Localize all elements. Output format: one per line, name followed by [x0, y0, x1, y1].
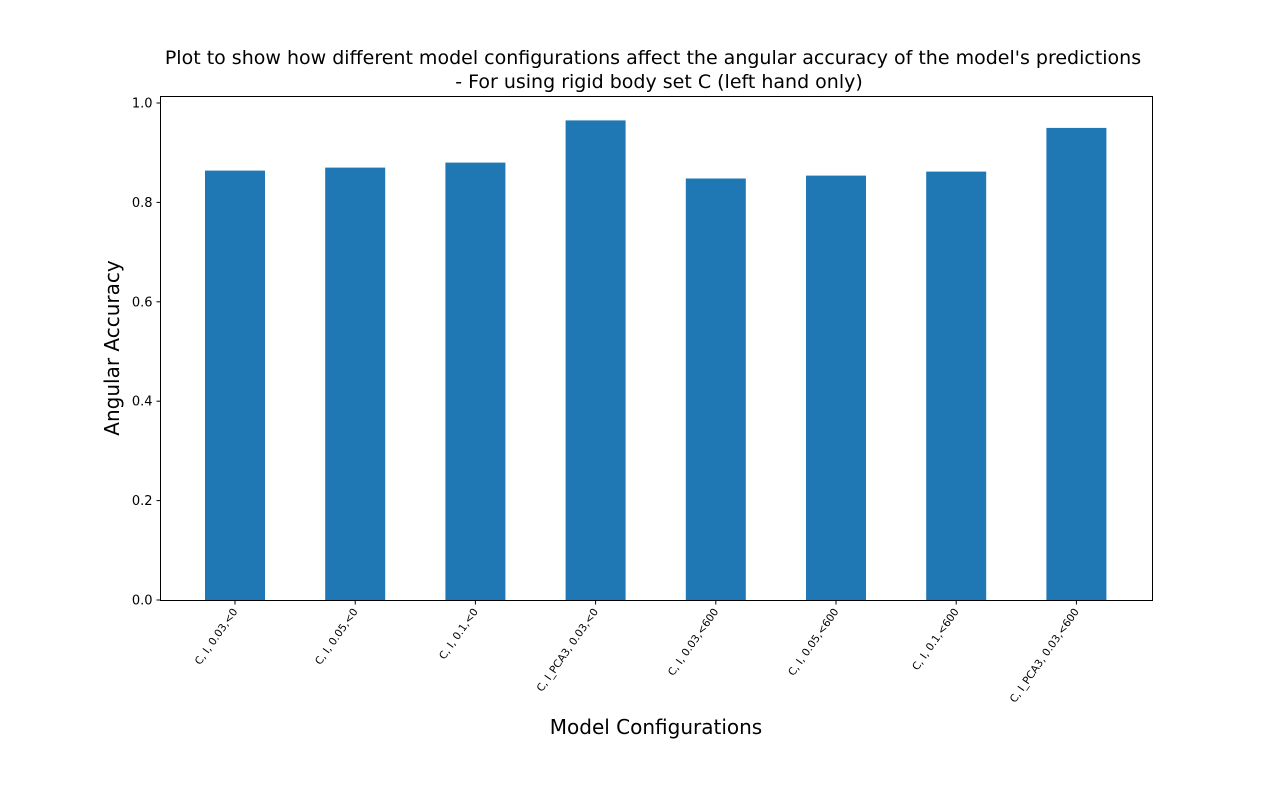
x-tick-label: C, I, 0.03,<600	[666, 606, 721, 678]
bar	[1046, 127, 1107, 601]
chart-title: Plot to show how different model configu…	[165, 47, 1141, 69]
chart-subtitle: - For using rigid body set C (left hand …	[455, 71, 863, 93]
x-tick-label: C, I, 0.05,<600	[786, 606, 841, 678]
x-axis-ticks: C, I, 0.03,<0 C, I, 0.05,<0 C, I, 0.1,<0 C,…	[193, 600, 1082, 705]
plot-frame	[160, 96, 1153, 601]
x-tick-label: C, I, 0.03,<0	[193, 606, 241, 667]
y-tick-label: 1.0	[132, 97, 153, 112]
bar	[685, 178, 746, 600]
x-tick-label: C, I_PCA3, 0.03,<600	[1008, 606, 1082, 705]
bar	[926, 171, 987, 600]
y-axis-label: Angular Accuracy	[100, 260, 124, 436]
x-tick-label: C, I, 0.1,<0	[437, 606, 481, 661]
bars-group	[205, 120, 1107, 601]
bar	[806, 175, 866, 600]
bar	[325, 167, 386, 600]
x-tick-label: C, I_PCA3, 0.03,<0	[535, 606, 601, 694]
y-tick-label: 0.4	[132, 395, 153, 410]
y-tick-label: 0.2	[132, 494, 153, 509]
bar	[565, 120, 626, 601]
x-tick-label: C, I, 0.05,<0	[313, 606, 361, 667]
y-tick-label: 0.6	[132, 295, 153, 310]
x-tick-label: C, I, 0.1,<600	[910, 606, 962, 672]
bar	[445, 162, 506, 600]
bar	[205, 170, 265, 600]
y-tick-label: 0.8	[132, 196, 153, 211]
y-tick-label: 0.0	[132, 594, 153, 609]
x-axis-label: Model Configurations	[550, 715, 762, 739]
y-axis-ticks: 0.0 0.2 0.4 0.6 0.8 1.0	[132, 97, 161, 609]
